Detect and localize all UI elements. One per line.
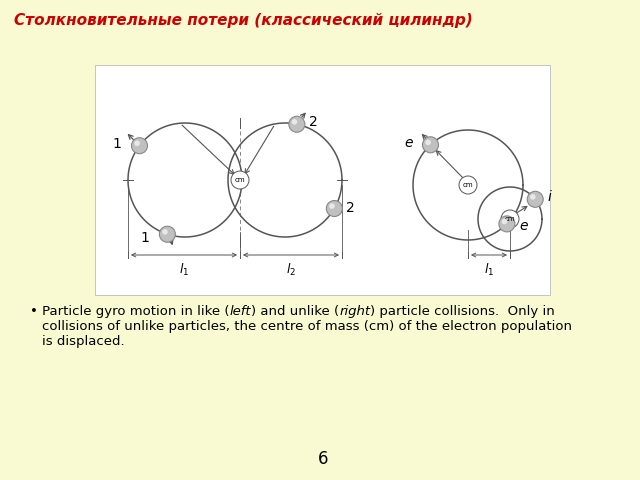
Text: is displaced.: is displaced. xyxy=(42,335,125,348)
Circle shape xyxy=(292,119,297,125)
Circle shape xyxy=(329,204,335,209)
Text: i: i xyxy=(547,190,551,204)
Circle shape xyxy=(502,219,508,224)
Circle shape xyxy=(530,194,536,200)
Circle shape xyxy=(326,201,342,216)
Text: 2: 2 xyxy=(309,115,317,129)
Text: $l_2$: $l_2$ xyxy=(286,262,296,278)
Text: • Particle gyro motion in like (: • Particle gyro motion in like ( xyxy=(30,305,230,318)
Text: cm: cm xyxy=(235,177,245,183)
Text: e: e xyxy=(519,219,527,233)
Text: right: right xyxy=(339,305,371,318)
Text: 2: 2 xyxy=(346,202,355,216)
Circle shape xyxy=(527,192,543,207)
Text: 1: 1 xyxy=(113,137,122,151)
Text: collisions of unlike particles, the centre of mass (cm) of the electron populati: collisions of unlike particles, the cent… xyxy=(42,320,572,333)
Text: left: left xyxy=(230,305,251,318)
Text: ) and unlike (: ) and unlike ( xyxy=(251,305,339,318)
Circle shape xyxy=(501,210,519,228)
Text: $l_1$: $l_1$ xyxy=(484,262,494,278)
Text: ) particle collisions.  Only in: ) particle collisions. Only in xyxy=(371,305,555,318)
Circle shape xyxy=(422,137,438,153)
Circle shape xyxy=(231,171,249,189)
Circle shape xyxy=(162,229,168,235)
Text: cm: cm xyxy=(463,182,474,188)
Bar xyxy=(95,65,550,295)
Text: 1: 1 xyxy=(141,231,149,245)
Text: cm: cm xyxy=(505,216,515,222)
Circle shape xyxy=(134,141,140,146)
Circle shape xyxy=(459,176,477,194)
Circle shape xyxy=(289,116,305,132)
Circle shape xyxy=(499,216,515,232)
Text: 6: 6 xyxy=(317,450,328,468)
Text: e: e xyxy=(404,136,413,150)
Circle shape xyxy=(426,140,431,145)
Circle shape xyxy=(159,226,175,242)
Text: $l_1$: $l_1$ xyxy=(179,262,189,278)
Circle shape xyxy=(131,138,147,154)
Text: Столкновительные потери (классический цилиндр): Столкновительные потери (классический ци… xyxy=(14,13,473,28)
